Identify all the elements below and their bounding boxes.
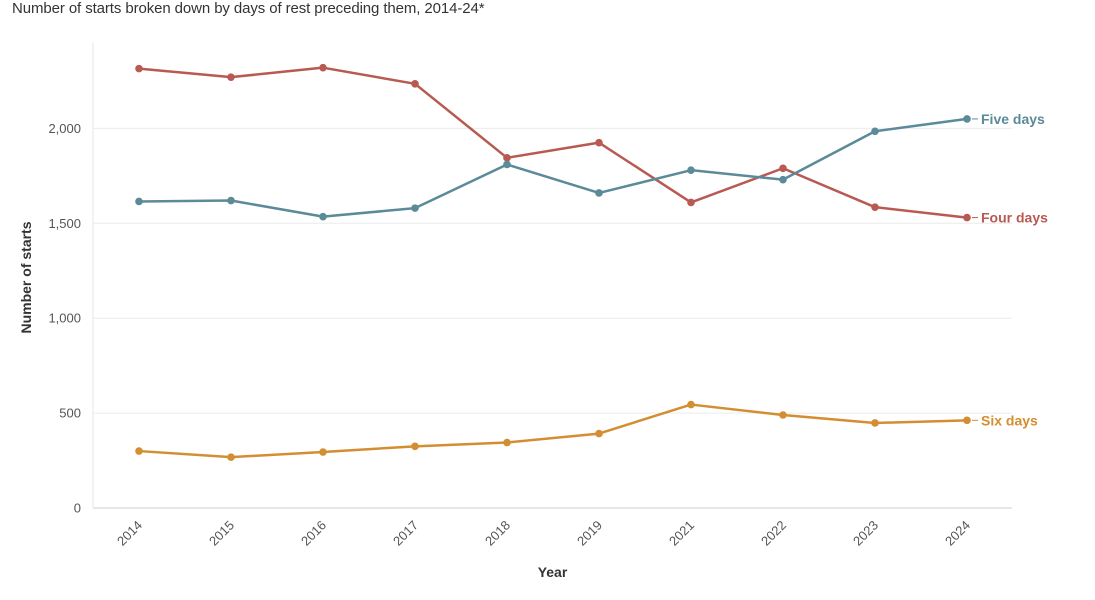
data-point-five-days[interactable] — [595, 189, 603, 197]
x-tick-label: 2016 — [298, 518, 329, 549]
data-point-five-days[interactable] — [319, 212, 327, 221]
data-point-five-days[interactable] — [779, 175, 787, 184]
data-point-five-days[interactable] — [227, 196, 235, 205]
data-point-four-days[interactable] — [319, 63, 327, 72]
x-tick-label: 2023 — [850, 518, 881, 549]
data-point-four-days[interactable] — [595, 138, 603, 147]
y-tick-label: 2,000 — [48, 121, 81, 136]
x-tick-label: 2022 — [758, 518, 789, 549]
data-point-five-days[interactable] — [411, 204, 419, 212]
data-point-five-days[interactable] — [503, 160, 511, 169]
data-point-six-days[interactable] — [135, 447, 143, 455]
x-tick-label: 2014 — [114, 518, 145, 549]
data-point-six-days[interactable] — [687, 400, 695, 409]
data-point-six-days[interactable] — [503, 438, 511, 447]
data-point-four-days[interactable] — [135, 64, 143, 73]
data-point-five-days[interactable] — [135, 197, 143, 206]
data-point-six-days[interactable] — [411, 442, 419, 451]
series-line-six-days — [137, 403, 969, 459]
series-line-five-days — [137, 117, 969, 218]
data-point-six-days[interactable] — [227, 453, 235, 461]
y-tick-label: 500 — [59, 406, 81, 421]
series-label-four-days: Four days — [981, 210, 1048, 226]
y-tick-label: 1,500 — [48, 216, 81, 231]
series-label-five-days: Five days — [981, 111, 1045, 127]
data-point-five-days[interactable] — [871, 127, 879, 136]
x-tick-label: 2021 — [666, 518, 697, 549]
data-point-six-days[interactable] — [871, 419, 879, 427]
data-point-four-days[interactable] — [779, 164, 787, 173]
y-tick-label: 0 — [74, 501, 81, 516]
x-tick-label: 2015 — [206, 518, 237, 549]
data-point-five-days[interactable] — [687, 166, 695, 174]
data-point-four-days[interactable] — [687, 198, 695, 207]
chart-title: Number of starts broken down by days of … — [12, 0, 485, 17]
data-point-six-days[interactable] — [595, 429, 603, 438]
data-point-six-days[interactable] — [319, 448, 327, 456]
labels: Four days Five days Six days — [972, 111, 1048, 428]
data-point-four-days[interactable] — [227, 73, 235, 81]
gridlines — [93, 127, 1012, 509]
x-tick-label: 2018 — [482, 518, 513, 549]
data-point-four-days[interactable] — [411, 80, 419, 88]
x-tick-label: 2017 — [390, 518, 421, 549]
data-point-six-days[interactable] — [779, 411, 787, 419]
x-tick-label: 2024 — [942, 518, 973, 549]
axes: 0 500 1,000 1,500 2,000 2014 2015 2016 2017 2018 2… — [18, 43, 973, 580]
y-tick-label: 1,000 — [48, 311, 81, 326]
data-point-four-days[interactable] — [871, 203, 879, 211]
data-point-four-days[interactable] — [503, 154, 511, 162]
data-point-six-days[interactable] — [963, 416, 971, 425]
data-point-four-days[interactable] — [963, 213, 971, 222]
data-point-five-days[interactable] — [963, 115, 971, 123]
x-axis-title: Year — [538, 564, 568, 580]
series-label-six-days: Six days — [981, 412, 1038, 428]
series-lines — [135, 63, 971, 461]
x-tick-label: 2019 — [574, 518, 605, 549]
y-axis-title: Number of starts — [18, 221, 34, 333]
series-line-four-days — [137, 66, 969, 219]
